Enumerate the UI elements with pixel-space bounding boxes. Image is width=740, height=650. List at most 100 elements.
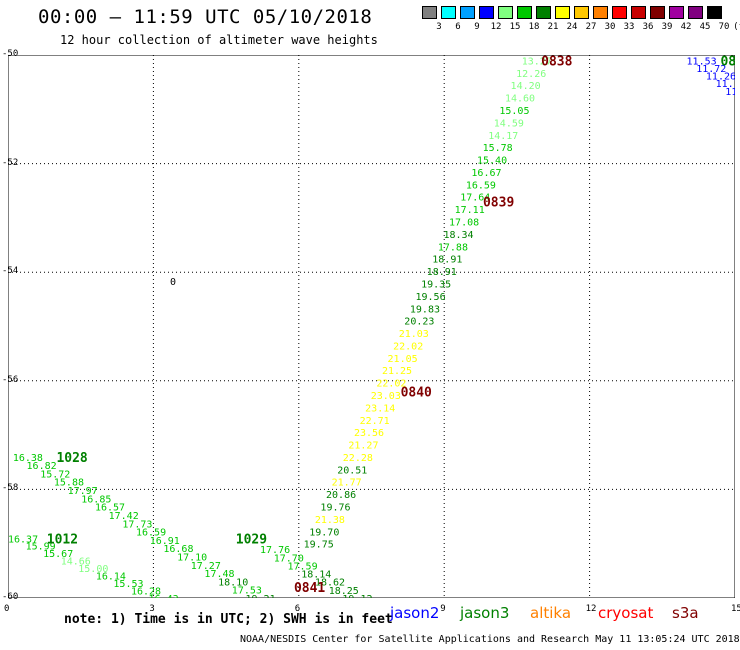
legend-label: 18 (528, 22, 540, 32)
legend-swatch (498, 6, 513, 19)
wave-height-value: 15.72 (40, 469, 70, 480)
wave-height-value: 11.72 (696, 64, 726, 75)
wave-height-value: 19.70 (309, 527, 339, 538)
x-tick-label: 6 (294, 604, 301, 614)
legend-label: 21 (547, 22, 559, 32)
wave-height-value: 16.59 (136, 528, 166, 539)
legend-label: 27 (585, 22, 597, 32)
wave-height-value: 23.14 (365, 403, 395, 414)
legend-label: 6 (455, 22, 461, 32)
wave-height-value: 15.67 (43, 549, 73, 560)
wave-height-value: 17.64 (460, 193, 490, 204)
wave-height-value: 21.77 (332, 478, 362, 489)
credit-line: NOAA/NESDIS Center for Satellite Applica… (240, 634, 740, 645)
legend-swatch (669, 6, 684, 19)
wave-height-value: 17.88 (438, 242, 468, 253)
x-tick-label: 0 (4, 604, 10, 614)
legend-swatch (479, 6, 494, 19)
legend-swatch (593, 6, 608, 19)
wave-height-value: 19.12 (342, 594, 372, 598)
wave-height-value: 21.05 (388, 354, 418, 365)
wave-height-value: 18.14 (301, 570, 331, 581)
legend-label: 39 (661, 22, 673, 32)
legend-label: 33 (623, 22, 635, 32)
wave-height-value: 16.67 (471, 168, 501, 179)
legend-swatch (517, 6, 532, 19)
wave-height-value: 16.37 (8, 534, 38, 545)
x-tick-label: 3 (149, 604, 155, 614)
x-tick-label: 9 (440, 604, 446, 614)
wave-height-value: 16.68 (163, 544, 193, 555)
wave-height-value: 22.71 (360, 416, 390, 427)
wave-height-value: 16.28 (131, 587, 161, 598)
y-tick-label: -60 (2, 592, 19, 602)
wave-height-value: 11.53 (687, 56, 717, 67)
legend-label: 3 (436, 22, 442, 32)
wave-height-value: 12.26 (516, 69, 546, 80)
wave-height-value: 17.97 (68, 486, 98, 497)
legend-label: 42 (680, 22, 692, 32)
wave-height-value: 17.53 (232, 586, 262, 597)
wave-height-value: 20.51 (337, 465, 367, 476)
legend-swatch (574, 6, 589, 19)
legend-swatch (631, 6, 646, 19)
pass-time-label: 0841 (294, 581, 325, 596)
pass-time-label: 0838 (541, 55, 572, 69)
legend-label: 30 (604, 22, 616, 32)
satellite-name: jason2 (390, 604, 440, 622)
map-marker-label: 0 (170, 277, 176, 288)
satellite-name: cryosat (598, 604, 654, 622)
wave-height-value: 18.10 (218, 577, 248, 588)
wave-height-value: 15.88 (54, 478, 84, 489)
wave-height-value: 15.40 (477, 156, 507, 167)
wave-height-value: 18.91 (432, 255, 462, 266)
wave-height-value: 14.66 (61, 557, 91, 568)
satellite-name: jason3 (460, 604, 510, 622)
wave-height-value: 17.10 (177, 552, 207, 563)
wave-height-value: 18.91 (427, 267, 457, 278)
pass-time-label: 1029 (236, 532, 267, 547)
wave-height-value: 18.34 (443, 230, 473, 241)
wave-height-value: 11.14 (716, 79, 735, 90)
pass-time-label: 081 (720, 55, 735, 69)
wave-height-value: 19.75 (304, 540, 334, 551)
legend-label: 9 (474, 22, 480, 32)
wave-height-value: 22.28 (343, 453, 373, 464)
pass-time-label: 0839 (483, 196, 514, 211)
legend-swatch (612, 6, 627, 19)
wave-height-value: 14.20 (511, 81, 541, 92)
wave-height-value: 21.38 (315, 515, 345, 526)
wave-height-value: 20.86 (326, 490, 356, 501)
wave-height-value: 19.56 (415, 292, 445, 303)
wave-height-value: 20.23 (404, 317, 434, 328)
wave-height-value: 15.00 (78, 564, 108, 575)
wave-height-value: 23.56 (354, 428, 384, 439)
map-title: 00:00 – 11:59 UTC 05/10/2018 (38, 6, 373, 28)
wave-height-value: 16.38 (13, 453, 43, 464)
wave-height-value: 14.60 (505, 94, 535, 105)
wave-height-value: 21.25 (382, 366, 412, 377)
wave-height-value: 16.14 (96, 572, 126, 583)
wave-height-value: 16.43 (149, 594, 179, 598)
wave-height-value: 17.08 (449, 218, 479, 229)
wave-height-value: 17.27 (191, 561, 221, 572)
wave-height-value: 16.59 (466, 180, 496, 191)
wave-height-value: 13.27 (522, 56, 552, 67)
wave-height-value: 17.76 (260, 545, 290, 556)
wave-height-value: 18.62 (315, 578, 345, 589)
legend-label: 24 (566, 22, 578, 32)
legend-swatch (555, 6, 570, 19)
wave-height-value: 17.48 (204, 569, 234, 580)
legend-swatch (536, 6, 551, 19)
wave-height-value: 17.59 (287, 561, 317, 572)
x-tick-label: 12 (585, 604, 597, 614)
wave-height-value: 14.59 (494, 118, 524, 129)
satellite-name: altika (530, 604, 572, 622)
wave-height-value: 15.53 (113, 579, 143, 590)
legend-swatch (707, 6, 722, 19)
satellite-name: s3a (672, 604, 699, 622)
wave-height-value: 21.27 (348, 441, 378, 452)
wave-height-value: 17.11 (455, 205, 485, 216)
wave-height-value: 19.35 (421, 279, 451, 290)
